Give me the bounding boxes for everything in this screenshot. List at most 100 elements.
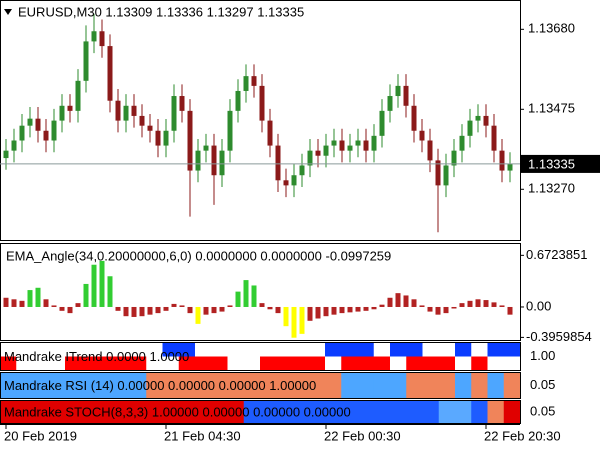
state-cell <box>422 356 440 370</box>
state-cell <box>276 373 293 398</box>
state-cell <box>390 401 407 423</box>
state-cell <box>48 401 66 423</box>
state-cell <box>162 356 180 370</box>
histogram-bar <box>267 306 273 310</box>
state-cell <box>162 401 180 423</box>
state-cell <box>373 373 391 398</box>
state-cell <box>211 373 228 398</box>
histogram-bar <box>75 303 81 307</box>
state-cell <box>422 373 440 398</box>
state-cell <box>227 356 245 370</box>
candle-body <box>371 135 377 151</box>
x-tick-label: 22 Feb 00:30 <box>324 428 401 443</box>
histogram-bar <box>203 306 209 315</box>
y-tick-label: -0.3959854 <box>526 329 592 344</box>
histogram-bar <box>107 276 113 307</box>
state-cell <box>292 356 310 370</box>
state-cell <box>487 356 505 370</box>
candle-body <box>235 90 241 111</box>
state-cell <box>455 373 472 398</box>
candle-body <box>107 46 113 101</box>
y-tick-label: 1.13270 <box>528 181 575 196</box>
candle-body <box>91 31 97 42</box>
candle-body <box>491 125 497 151</box>
candle-body <box>427 140 433 161</box>
state-cell <box>130 373 147 398</box>
histogram-bar <box>179 305 185 307</box>
candle-body <box>387 96 393 111</box>
x-tick-label: 22 Feb 20:30 <box>484 428 561 443</box>
candle-body <box>99 31 105 47</box>
candle-body <box>395 85 401 97</box>
state-cell <box>97 356 115 370</box>
state-cell <box>65 373 82 398</box>
x-tick-label: 21 Feb 04:30 <box>164 428 241 443</box>
state-cell <box>308 343 326 357</box>
state-cell <box>471 356 488 370</box>
indicator-panel <box>0 243 521 341</box>
state-cell <box>276 401 293 423</box>
candle-body <box>251 76 257 86</box>
state-cell <box>503 401 521 423</box>
state-panel <box>0 372 521 399</box>
state-cell <box>438 401 456 423</box>
candle-body <box>131 105 137 116</box>
state-cell <box>130 401 147 423</box>
histogram-bar <box>35 287 41 307</box>
candle-body <box>339 140 345 151</box>
histogram-bar <box>27 290 33 307</box>
state-cell <box>32 356 50 370</box>
current-price-label: 1.13335 <box>528 156 575 171</box>
state-cell <box>325 343 342 357</box>
candle-body <box>19 125 25 141</box>
state-cell <box>406 356 423 370</box>
state-cell <box>260 356 277 370</box>
state-cell <box>113 343 131 357</box>
candle-body <box>43 130 49 141</box>
panel-title: Mandrake ITrend 0.0000 1.0000 <box>4 349 189 364</box>
histogram-bar <box>331 306 337 315</box>
histogram-bar <box>419 305 425 307</box>
histogram-bar <box>427 306 433 312</box>
state-cell <box>243 343 261 357</box>
state-cell <box>357 401 375 423</box>
histogram-bar <box>227 305 233 307</box>
candle-body <box>499 150 505 171</box>
y-tick-label: 1.13680 <box>528 21 575 36</box>
histogram-bar <box>435 306 441 315</box>
candle-body <box>323 145 329 156</box>
candle-body <box>419 130 425 141</box>
candle-body <box>51 120 57 141</box>
candle-body <box>139 115 145 126</box>
panel-scale-label: 1.00 <box>530 348 555 363</box>
state-cell <box>211 343 228 357</box>
candle-body <box>259 85 265 121</box>
state-cell <box>357 356 375 370</box>
histogram-bar <box>371 306 377 310</box>
state-cell <box>48 356 66 370</box>
histogram-bar <box>355 306 361 312</box>
candle-body <box>243 76 249 91</box>
candle-body <box>443 165 449 186</box>
candle-body <box>11 140 17 151</box>
state-cell <box>341 343 358 357</box>
candle-body <box>83 41 89 81</box>
y-tick-label: 1.13475 <box>528 101 575 116</box>
state-cell <box>48 373 66 398</box>
state-cell <box>227 401 245 423</box>
state-cell <box>341 373 358 398</box>
histogram-bar <box>83 283 89 307</box>
state-cell <box>325 401 342 423</box>
candle-body <box>315 150 321 156</box>
state-cell <box>455 343 472 357</box>
histogram-bar <box>155 306 161 314</box>
histogram-bar <box>323 306 329 317</box>
state-cell <box>0 356 17 370</box>
histogram-bar <box>19 300 25 307</box>
candle-body <box>483 115 489 126</box>
candle-body <box>411 105 417 131</box>
state-cell <box>325 373 342 398</box>
candle-body <box>35 118 41 131</box>
state-cell <box>65 401 82 423</box>
state-cell <box>357 373 375 398</box>
